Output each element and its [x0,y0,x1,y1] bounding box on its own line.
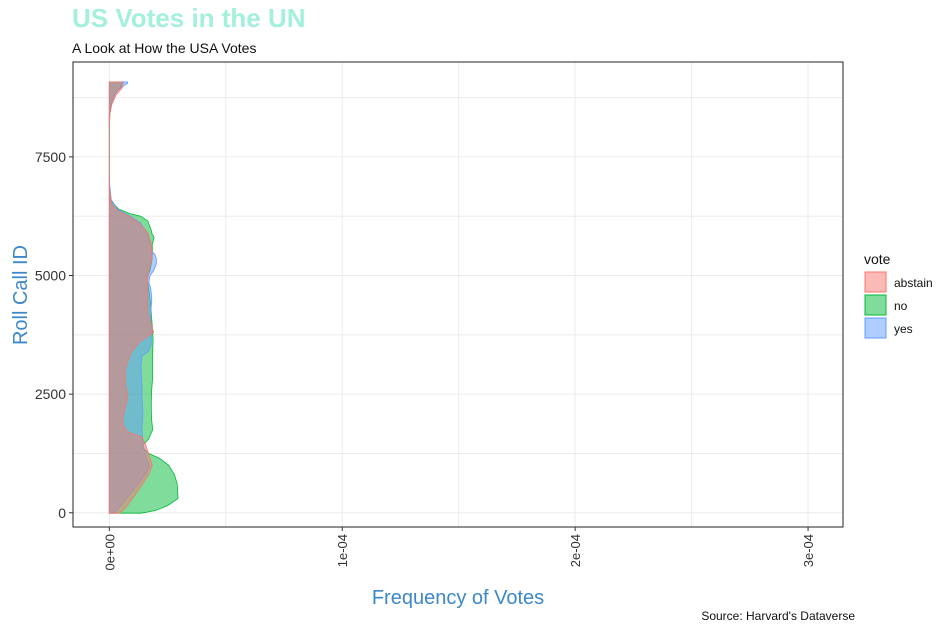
y-axis-label: Roll Call ID [10,245,32,345]
chart-title: US Votes in the UN [72,3,306,33]
density-areas [108,81,179,514]
x-tick-label: 2e-04 [568,534,583,567]
x-axis-label: Frequency of Votes [372,587,544,609]
grid-lines [73,62,843,527]
y-tick-label: 2500 [35,386,66,402]
x-tick-label: 3e-04 [801,534,816,567]
y-tick-label: 7500 [35,149,66,165]
x-tick-label: 1e-04 [335,534,350,567]
y-tick-label: 0 [58,505,66,521]
chart-caption: Source: Harvard's Dataverse [701,609,855,623]
panel-border [72,61,844,528]
density-area-abstain [108,81,155,514]
y-axis-ticks: 0 2500 5000 7500 [35,149,73,521]
legend-swatch-yes [864,317,887,339]
legend-title: vote [864,251,891,267]
legend-swatch-abstain [864,271,887,293]
legend-swatch-no [864,294,887,316]
chart-subtitle: A Look at How the USA Votes [72,40,257,56]
legend: vote abstain no yes [864,251,933,339]
legend-label-yes: yes [894,322,913,336]
legend-label-no: no [894,299,908,313]
x-tick-label: 0e+00 [102,534,117,571]
y-tick-label: 5000 [35,268,66,284]
legend-label-abstain: abstain [894,276,933,290]
x-axis-ticks: 0e+00 1e-04 2e-04 3e-04 [102,527,816,571]
